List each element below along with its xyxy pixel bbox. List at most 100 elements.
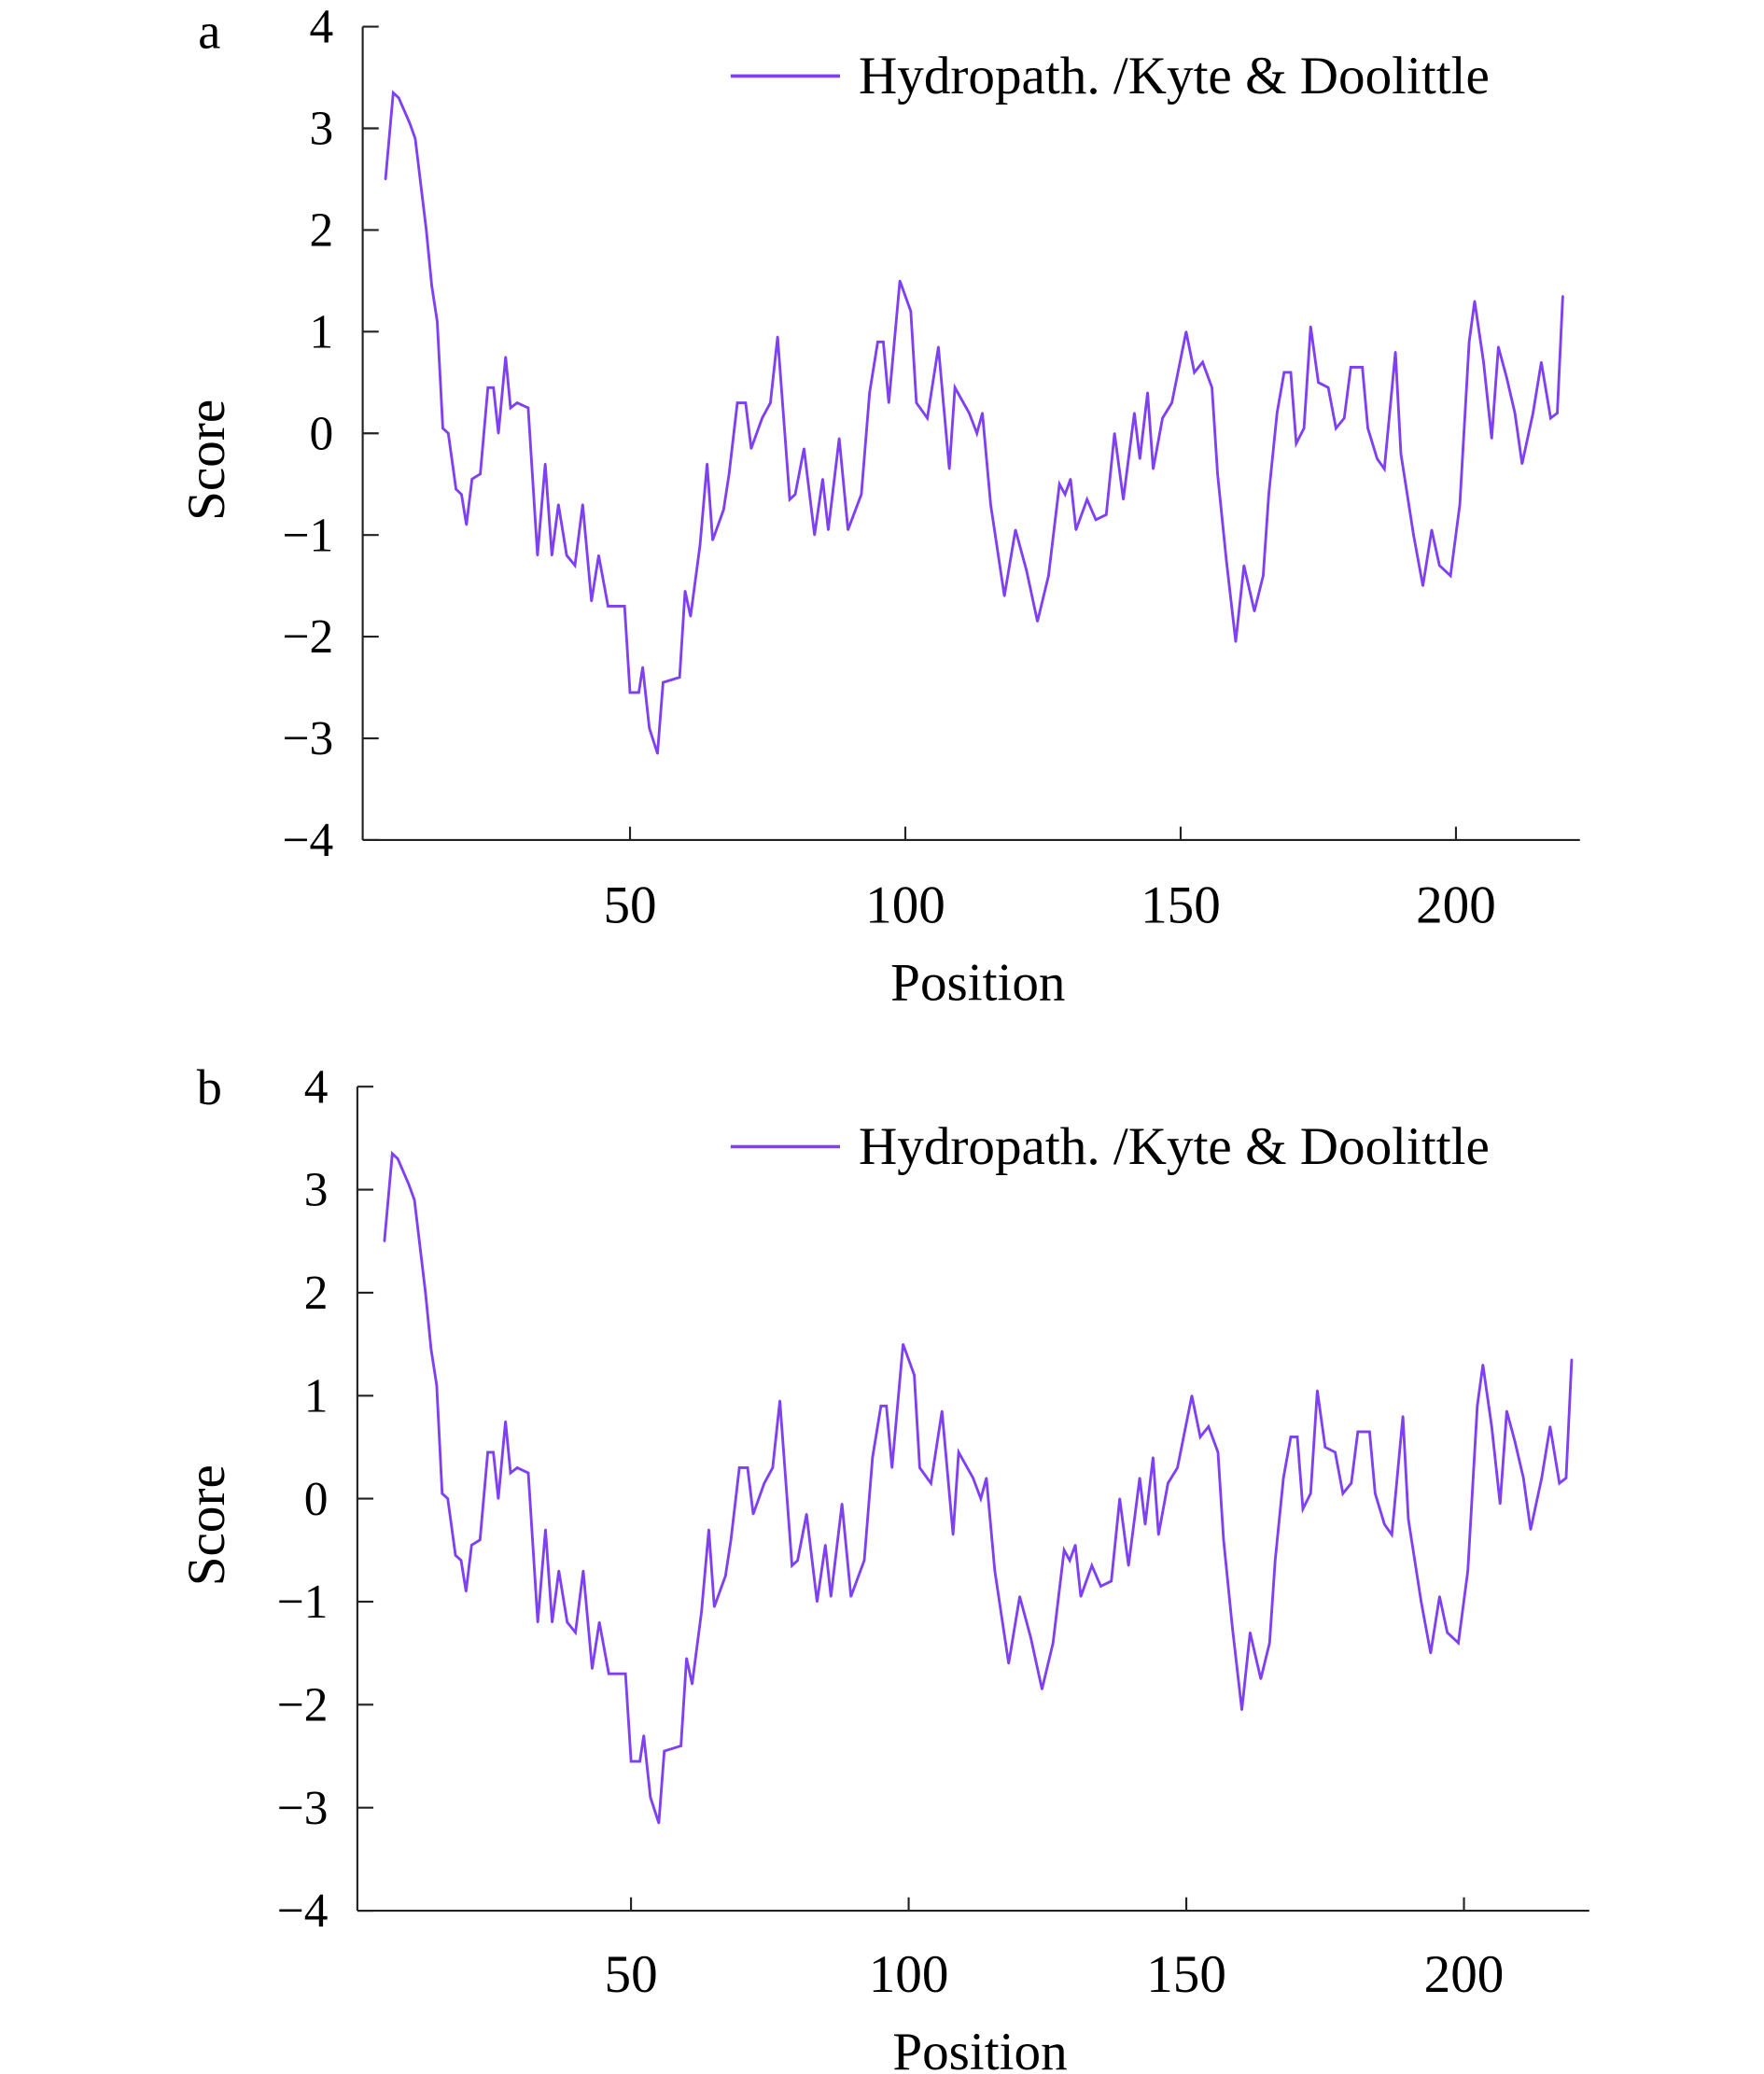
data-point <box>1361 366 1364 369</box>
data-point <box>1025 569 1028 572</box>
data-point <box>509 406 512 410</box>
x-axis-label: Position <box>890 953 1065 1012</box>
data-point <box>816 1600 819 1604</box>
data-point <box>1548 1425 1551 1428</box>
y-tick-label: 2 <box>304 1267 329 1320</box>
y-tick-label: −1 <box>277 1576 329 1629</box>
data-point <box>700 1610 703 1614</box>
data-point <box>678 676 681 679</box>
data-point <box>1041 1688 1043 1690</box>
data-point <box>1052 1641 1055 1645</box>
data-point <box>803 447 805 450</box>
data-point <box>1350 366 1352 369</box>
data-point <box>941 1409 944 1412</box>
data-point <box>1505 1409 1508 1412</box>
data-point <box>1570 1358 1574 1361</box>
data-point <box>728 472 731 475</box>
data-point <box>657 1822 660 1825</box>
data-point <box>413 1198 416 1201</box>
data-point <box>581 503 584 506</box>
data-point <box>1513 412 1517 414</box>
y-tick-label: −3 <box>282 712 333 765</box>
data-point <box>642 1734 645 1737</box>
x-tick-label: 100 <box>865 876 945 935</box>
data-point <box>1466 1569 1469 1572</box>
data-point <box>1376 457 1379 460</box>
data-point <box>791 1564 793 1567</box>
data-point <box>1449 574 1452 577</box>
data-point <box>1383 1523 1386 1526</box>
data-point <box>1259 1677 1262 1680</box>
data-point <box>915 401 917 404</box>
data-point <box>1401 1415 1405 1418</box>
data-point <box>591 1667 594 1670</box>
data-point <box>1438 564 1441 567</box>
data-point <box>730 1538 733 1541</box>
data-point <box>876 341 879 343</box>
data-point <box>638 1759 641 1763</box>
data-point <box>465 524 468 526</box>
data-point <box>1529 1528 1533 1531</box>
data-point <box>898 279 902 283</box>
data-point <box>972 1477 974 1479</box>
data-point <box>778 1399 781 1402</box>
data-point <box>1491 1425 1493 1428</box>
data-point <box>391 1152 394 1156</box>
data-point <box>713 1605 716 1608</box>
data-point <box>1216 1450 1220 1454</box>
y-tick-label: 2 <box>309 204 333 258</box>
data-point <box>1014 528 1017 531</box>
data-point <box>689 615 693 618</box>
data-point <box>447 432 450 435</box>
hydropathy-series-line <box>383 1150 1574 1824</box>
data-point <box>1253 610 1256 613</box>
data-point <box>637 691 640 694</box>
y-tick-label: 3 <box>309 103 333 156</box>
data-point <box>1036 620 1039 623</box>
data-point <box>1090 1564 1094 1567</box>
data-point <box>1476 1405 1478 1408</box>
data-point <box>1558 1481 1561 1485</box>
y-tick-label: 3 <box>304 1164 329 1217</box>
panel-label: a <box>198 3 220 59</box>
data-point <box>706 462 708 466</box>
data-point <box>968 412 971 414</box>
data-point <box>497 432 500 435</box>
data-point <box>937 345 940 348</box>
data-point <box>981 412 984 414</box>
data-point <box>544 1528 547 1531</box>
data-point <box>515 401 519 404</box>
data-point <box>1133 412 1136 414</box>
data-point <box>953 386 957 389</box>
data-point <box>1138 1477 1141 1479</box>
data-point <box>455 488 457 491</box>
data-point <box>1343 416 1346 420</box>
data-point <box>486 1450 489 1454</box>
x-tick-label: 50 <box>603 876 656 935</box>
data-point <box>1198 1436 1202 1438</box>
data-point <box>1249 1631 1252 1634</box>
data-point <box>398 96 400 99</box>
data-point <box>711 539 714 541</box>
data-point <box>948 468 951 470</box>
data-point <box>526 1471 530 1475</box>
data-point <box>683 589 687 593</box>
data-point <box>1289 1436 1293 1438</box>
data-point <box>698 543 702 547</box>
data-point <box>1289 371 1293 374</box>
panel-a: −4 −3 −2 −1 0 1 2 3 4 50 100 150 200 Position Score a Hy… <box>177 1 1580 1012</box>
data-point <box>1207 1425 1210 1428</box>
y-tick-label: −2 <box>282 610 333 664</box>
data-point <box>847 528 849 531</box>
data-point <box>1391 1534 1393 1536</box>
data-point <box>1473 300 1477 302</box>
panel-label: b <box>197 1059 222 1115</box>
data-point <box>888 401 890 404</box>
data-point <box>763 1481 766 1485</box>
x-axis-label: Position <box>892 2023 1067 2074</box>
y-tick-label: −1 <box>282 509 333 562</box>
data-point <box>629 1759 633 1763</box>
data-point <box>930 1481 932 1485</box>
data-point <box>536 1620 539 1624</box>
data-point <box>479 1538 482 1541</box>
